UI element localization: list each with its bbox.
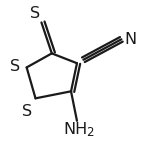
Text: S: S <box>10 59 20 74</box>
Text: S: S <box>22 104 33 119</box>
Text: 2: 2 <box>87 126 94 139</box>
Text: N: N <box>124 32 136 47</box>
Text: S: S <box>30 6 41 21</box>
Text: NH: NH <box>63 122 88 137</box>
